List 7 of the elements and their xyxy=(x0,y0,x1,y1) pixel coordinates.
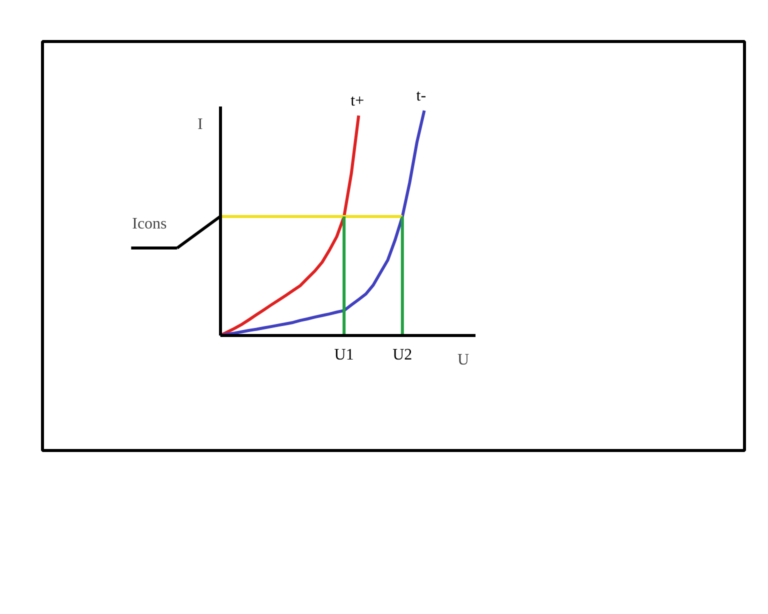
ref-line-label: Icons xyxy=(132,216,167,233)
x-tick-label: U2 xyxy=(392,346,412,364)
x-axis-title: U xyxy=(458,352,470,369)
x-tick-label: U1 xyxy=(334,346,354,364)
y-axis-title: I xyxy=(197,116,203,134)
series-label: t+ xyxy=(350,92,364,110)
series-label: t- xyxy=(416,88,426,105)
